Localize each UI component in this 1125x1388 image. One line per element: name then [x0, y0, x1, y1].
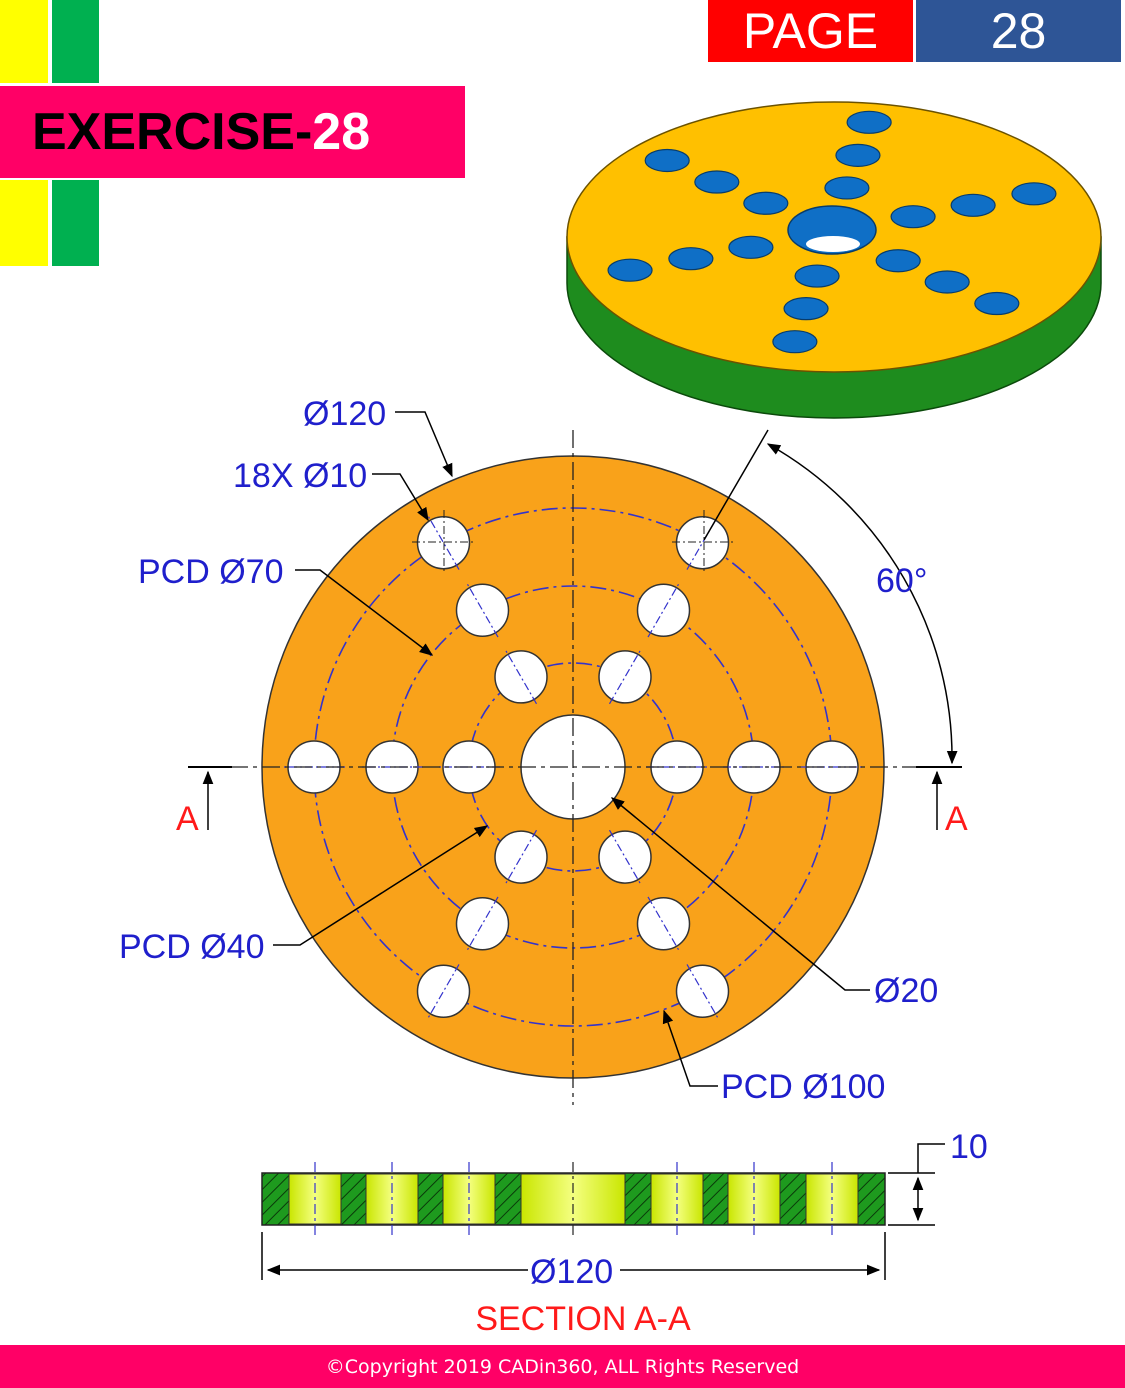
dim-thickness: 10 [950, 1128, 988, 1166]
bolt-hole [494, 830, 548, 884]
leader-pcd-40 [273, 825, 489, 946]
hole-centerline [647, 896, 680, 951]
decor-strip-yellow-bottom [0, 180, 48, 266]
page-label: PAGE [708, 0, 913, 62]
section-title: SECTION A-A [475, 1300, 691, 1338]
footer-copyright: ©Copyright 2019 CADin360, ALL Rights Res… [0, 1345, 1125, 1388]
hole-centerline [466, 583, 499, 638]
exercise-title-banner: EXERCISE- 28 [0, 86, 465, 178]
iso-hole [694, 170, 740, 194]
bolt-hole [598, 830, 652, 884]
bolt-hole [494, 650, 548, 704]
iso-hole [607, 258, 653, 282]
section-letter-right: A [945, 800, 968, 838]
iso-hole [743, 191, 789, 215]
section-diameter-dimension [261, 1232, 886, 1280]
bolt-hole [636, 897, 691, 951]
technical-drawing: A A Ø120 18X Ø10 PCD Ø70 60° PCD Ø40 Ø20… [119, 101, 1102, 1338]
dim-outer-diameter: Ø120 [303, 395, 386, 433]
angle-extension [703, 429, 769, 541]
hole-centerline [647, 583, 680, 638]
hole-centerline [504, 649, 538, 705]
front-view [230, 430, 918, 1105]
iso-hole [950, 193, 996, 217]
hole-centerline [427, 964, 460, 1019]
iso-hole [924, 270, 970, 294]
leader-center-hole [610, 797, 870, 991]
section-marker-right: A [916, 766, 968, 838]
hole-centerline [466, 896, 499, 951]
section-bores [288, 1162, 859, 1236]
hole-centerline [608, 649, 642, 705]
leader-holes [372, 473, 429, 522]
bolt-hole [636, 583, 691, 637]
iso-hole [783, 297, 829, 321]
isometric-view [566, 101, 1102, 419]
bolt-hole [675, 515, 730, 570]
hole-centerline [504, 829, 538, 885]
exercise-number: 28 [312, 103, 371, 161]
page-number: 28 [916, 0, 1121, 62]
iso-hole [728, 235, 774, 259]
angle-arc [766, 443, 958, 765]
iso-hole [644, 148, 690, 173]
dim-center-hole: Ø20 [874, 972, 938, 1010]
exercise-word: EXERCISE- [32, 103, 313, 161]
dim-pcd-100: PCD Ø100 [721, 1068, 885, 1106]
section-marker-left: A [176, 766, 232, 838]
decor-strip-green-bottom [52, 180, 99, 266]
hole-centerline [608, 829, 642, 885]
iso-hole [794, 264, 840, 288]
leader-pcd-70 [295, 569, 434, 656]
decor-strip-green-top [52, 0, 99, 83]
section-bore [520, 1173, 626, 1225]
dim-holes: 18X Ø10 [233, 457, 367, 495]
iso-hole [1011, 182, 1057, 206]
iso-hole [974, 291, 1020, 316]
dim-pcd-70: PCD Ø70 [138, 553, 284, 591]
iso-center-bore-through [806, 236, 860, 252]
bolt-hole [455, 583, 510, 637]
dim-section-diameter: Ø120 [530, 1253, 613, 1291]
dim-angle: 60° [876, 562, 927, 600]
bolt-hole [675, 964, 730, 1019]
thickness-dimension [888, 1143, 945, 1226]
iso-hole [668, 247, 714, 271]
decor-strip-yellow-top [0, 0, 48, 83]
leader-outer-diameter [395, 411, 453, 478]
bolt-hole [455, 897, 510, 951]
hole-centerline [427, 515, 460, 570]
bolt-hole [416, 964, 471, 1019]
iso-hole [846, 110, 892, 134]
section-view [261, 1162, 886, 1236]
leader-lines [273, 411, 958, 1087]
hole-centerline [686, 964, 719, 1019]
leader-pcd-100 [662, 1009, 718, 1087]
iso-hole [824, 176, 870, 200]
iso-holes [607, 110, 1057, 354]
iso-hole [890, 205, 936, 229]
iso-hole [772, 330, 818, 354]
iso-hole [835, 143, 881, 167]
bolt-hole [598, 650, 652, 704]
section-letter-left: A [176, 800, 199, 838]
dim-pcd-40: PCD Ø40 [119, 928, 265, 966]
iso-hole [875, 249, 921, 273]
